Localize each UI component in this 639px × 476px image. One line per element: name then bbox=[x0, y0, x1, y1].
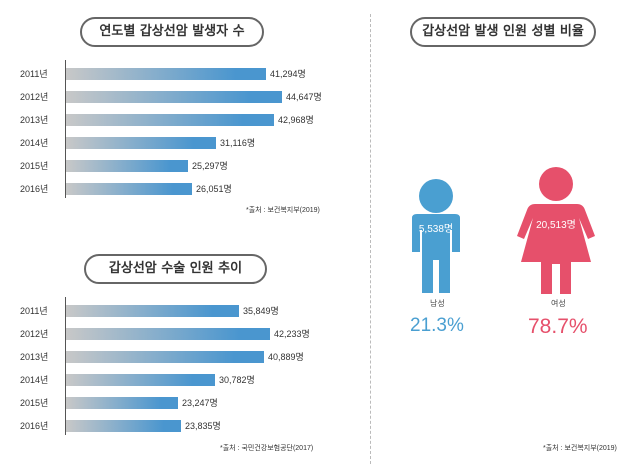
bar bbox=[66, 328, 270, 340]
bar-row: 2015년 23,247명 bbox=[0, 394, 360, 412]
value-label: 41,294명 bbox=[270, 69, 306, 79]
bar bbox=[66, 91, 282, 103]
female-count-label: 20,513명 bbox=[536, 220, 576, 231]
value-label: 44,647명 bbox=[286, 92, 322, 102]
female-label: 여성 bbox=[551, 299, 566, 308]
female-body bbox=[517, 204, 595, 294]
bar-row: 2012년 44,647명 bbox=[0, 88, 360, 106]
value-label: 23,835명 bbox=[185, 421, 221, 431]
female-percent: 78.7% bbox=[528, 315, 588, 338]
source-note-gender-ratio: *출처 : 보건복지부(2019) bbox=[543, 445, 617, 452]
female-head bbox=[539, 167, 573, 201]
bar-row: 2016년 23,835명 bbox=[0, 417, 360, 435]
male-body bbox=[412, 214, 460, 293]
y-axis-line bbox=[65, 297, 66, 435]
bar-row: 2014년 30,782명 bbox=[0, 371, 360, 389]
category-label: 2016년 bbox=[20, 421, 49, 431]
category-label: 2013년 bbox=[20, 352, 49, 362]
bar-row: 2011년 41,294명 bbox=[0, 65, 360, 83]
category-label: 2014년 bbox=[20, 138, 49, 148]
bar bbox=[66, 397, 178, 409]
bar bbox=[66, 160, 188, 172]
bar bbox=[66, 351, 264, 363]
female-figure-svg bbox=[517, 167, 595, 294]
bar bbox=[66, 374, 215, 386]
chart-title-yearly-patients: 연도별 갑상선암 발생자 수 bbox=[80, 17, 264, 47]
value-label: 40,889명 bbox=[268, 352, 304, 362]
bar bbox=[66, 114, 274, 126]
value-label: 42,233명 bbox=[274, 329, 310, 339]
bar-row: 2013년 42,968명 bbox=[0, 111, 360, 129]
bar-row: 2015년 25,297명 bbox=[0, 157, 360, 175]
chart-title-gender-ratio: 갑상선암 발생 인원 성별 비율 bbox=[410, 17, 596, 47]
bar bbox=[66, 137, 216, 149]
value-label: 25,297명 bbox=[192, 161, 228, 171]
chart-title-surgery-trend: 갑상선암 수술 인원 추이 bbox=[84, 254, 267, 284]
female-figure-icon: 20,513명 bbox=[509, 166, 603, 298]
bar bbox=[66, 305, 239, 317]
category-label: 2012년 bbox=[20, 329, 49, 339]
category-label: 2014년 bbox=[20, 375, 49, 385]
male-figure-svg bbox=[412, 179, 460, 293]
bar-chart-surgery-trend: 2011년 35,849명 2012년 42,233명 2013년 40,889명 2014… bbox=[0, 292, 360, 442]
section-divider bbox=[370, 14, 371, 464]
male-percent: 21.3% bbox=[410, 315, 464, 336]
bar bbox=[66, 183, 192, 195]
category-label: 2012년 bbox=[20, 92, 49, 102]
bar-row: 2011년 35,849명 bbox=[0, 302, 360, 320]
bar-row: 2014년 31,116명 bbox=[0, 134, 360, 152]
category-label: 2011년 bbox=[20, 69, 48, 79]
source-note-yearly-patients: *출처 : 보건복지부(2019) bbox=[246, 207, 320, 214]
bar-row: 2012년 42,233명 bbox=[0, 325, 360, 343]
category-label: 2013년 bbox=[20, 115, 49, 125]
bar-row: 2016년 26,051명 bbox=[0, 180, 360, 198]
male-label: 남성 bbox=[430, 299, 445, 308]
bar-row: 2013년 40,889명 bbox=[0, 348, 360, 366]
value-label: 30,782명 bbox=[219, 375, 255, 385]
category-label: 2015년 bbox=[20, 161, 49, 171]
value-label: 35,849명 bbox=[243, 306, 279, 316]
value-label: 23,247명 bbox=[182, 398, 218, 408]
bar-chart-yearly-patients: 2011년 41,294명 2012년 44,647명 2013년 42,968명 2014… bbox=[0, 55, 360, 205]
value-label: 42,968명 bbox=[278, 115, 314, 125]
category-label: 2015년 bbox=[20, 398, 49, 408]
bar bbox=[66, 420, 181, 432]
y-axis-line bbox=[65, 60, 66, 198]
source-note-surgery-trend: *출처 : 국민건강보험공단(2017) bbox=[220, 445, 314, 452]
category-label: 2011년 bbox=[20, 306, 48, 316]
value-label: 31,116명 bbox=[220, 138, 256, 148]
male-count-label: 5,538명 bbox=[418, 224, 454, 235]
bar bbox=[66, 68, 266, 80]
male-head bbox=[419, 179, 453, 213]
male-figure-icon: 5,538명 bbox=[398, 178, 474, 296]
value-label: 26,051명 bbox=[196, 184, 232, 194]
category-label: 2016년 bbox=[20, 184, 49, 194]
